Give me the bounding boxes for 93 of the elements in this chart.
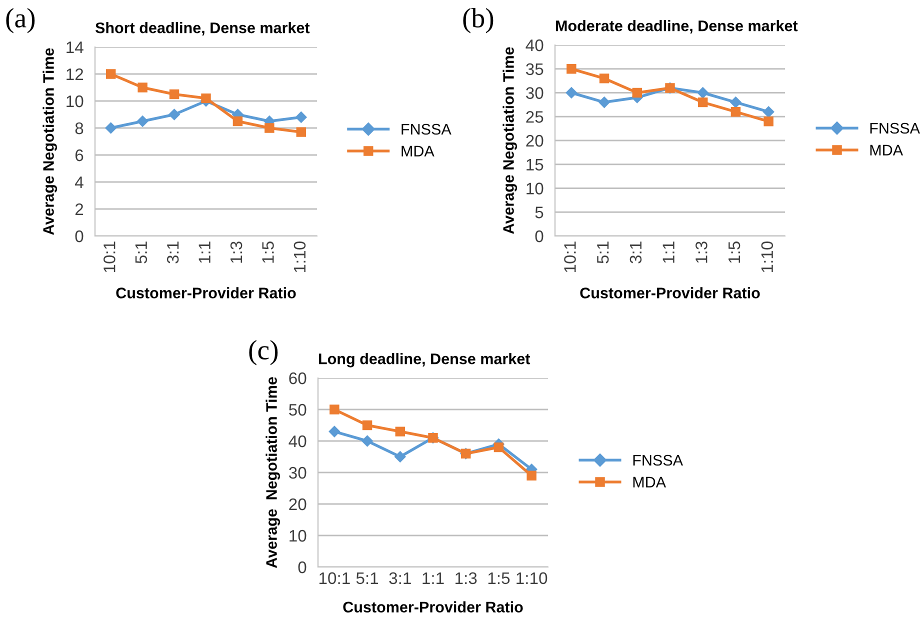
point [296, 127, 306, 137]
chart-title: Short deadline, Dense market [95, 22, 310, 36]
point [106, 69, 116, 79]
point [138, 82, 148, 92]
point [136, 116, 148, 127]
x-tick-label: 1:10 [516, 572, 548, 584]
y-tick-label: 14 [66, 42, 84, 54]
y-tick-label: 60 [289, 372, 306, 384]
legend-label: FNSSA [870, 122, 920, 134]
x-tick-label: 1:5 [262, 242, 274, 263]
x-tick-label: 1:10 [294, 242, 306, 272]
y-tick-label: 5 [535, 206, 544, 218]
point [296, 112, 307, 123]
y-tick-label: 20 [526, 134, 544, 147]
x-tick-label: 10:1 [319, 572, 350, 584]
y-tick-label: 30 [526, 87, 544, 99]
point [201, 93, 211, 104]
legend-label: FNSSA [402, 124, 452, 135]
point [730, 106, 741, 117]
y-tick-label: 35 [526, 63, 544, 76]
chart-title: Moderate deadline, Dense market [556, 20, 798, 34]
point [566, 64, 576, 74]
point [395, 426, 406, 436]
y-tick-label: 30 [288, 466, 306, 479]
text: (b) [463, 8, 494, 34]
legend-label: FNSSA [633, 454, 683, 466]
y-tick-label: 25 [526, 111, 544, 123]
point [697, 87, 708, 98]
point [494, 442, 504, 452]
x-axis-title: Customer-Provider Ratio [116, 287, 296, 298]
y-tick-label: 50 [289, 404, 306, 416]
x-tick-label: 3:1 [389, 572, 411, 584]
legend-label: MDA [633, 476, 666, 488]
y-tick-label: 20 [289, 498, 306, 510]
y-axis-title: Average Negotiation Time [502, 47, 518, 234]
y-tick-label: 10 [290, 530, 306, 542]
legend-label: MDA [402, 146, 434, 156]
point [566, 87, 578, 98]
x-axis-title: Customer-Provider Ratio [343, 601, 523, 613]
x-tick-label: 1:5 [488, 572, 510, 584]
point [762, 106, 774, 118]
y-axis-title: Average Negotiation Time [266, 377, 280, 568]
text: (a) [6, 8, 35, 34]
point [362, 435, 373, 447]
x-tick-label: 1:1 [198, 242, 210, 263]
point [730, 96, 742, 108]
point [362, 420, 372, 430]
y-tick-label: 8 [75, 122, 84, 134]
y-tick-label: 0 [75, 230, 84, 242]
x-tick-label: 5:1 [135, 242, 148, 264]
x-tick-label: 1:1 [662, 242, 674, 263]
point [764, 116, 774, 126]
x-tick-label: 1:3 [230, 242, 242, 263]
x-tick-label: 1:1 [422, 572, 444, 584]
x-tick-label: 1:5 [728, 242, 740, 263]
point [599, 74, 610, 84]
y-tick-label: 0 [298, 561, 306, 574]
point [264, 123, 274, 133]
point [698, 97, 708, 108]
chart-title: Long deadline, Dense market [319, 353, 530, 368]
point [526, 470, 536, 481]
point [232, 116, 243, 126]
x-tick-label: 3:1 [630, 242, 642, 264]
y-tick-label: 0 [535, 230, 544, 242]
x-tick-label: 10:1 [564, 242, 576, 272]
x-axis-title: Customer-Provider Ratio [580, 287, 760, 298]
y-tick-label: 2 [75, 203, 84, 216]
legend-label: MDA [870, 144, 904, 156]
x-tick-label: 5:1 [597, 242, 609, 264]
y-tick-label: 6 [75, 149, 84, 162]
y-tick-label: 40 [288, 435, 306, 448]
y-tick-label: 40 [526, 39, 544, 52]
x-tick-label: 5:1 [356, 572, 378, 584]
x-tick-label: 1:3 [696, 242, 708, 263]
y-tick-label: 10 [526, 182, 544, 194]
point [598, 96, 610, 108]
point [168, 108, 180, 120]
point [394, 451, 406, 462]
y-tick-label: 12 [66, 68, 84, 80]
y-tick-label: 4 [75, 176, 84, 188]
point [632, 88, 642, 98]
x-tick-label: 1:10 [761, 242, 774, 272]
point [169, 89, 180, 100]
y-tick-label: 10 [66, 95, 84, 108]
point [105, 122, 116, 134]
x-tick-label: 1:3 [456, 572, 477, 584]
x-tick-label: 3:1 [166, 242, 179, 264]
y-tick-label: 15 [526, 158, 544, 171]
x-tick-label: 10:1 [104, 242, 116, 272]
point [330, 404, 340, 414]
point [328, 426, 340, 438]
y-axis-title: Average Negotiation Time [42, 48, 58, 235]
text: (c) [249, 340, 278, 366]
